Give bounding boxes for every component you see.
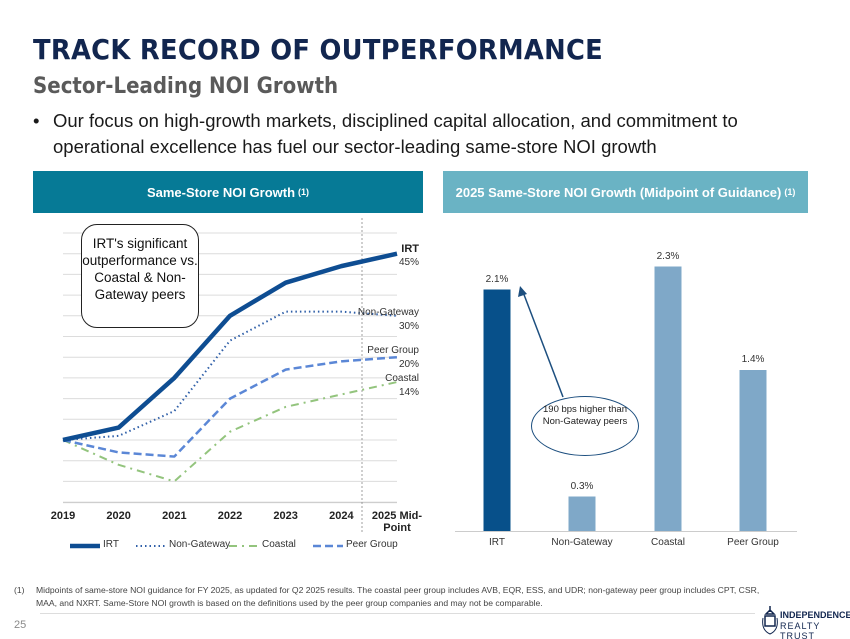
bar-data-label: 0.3% bbox=[570, 480, 594, 492]
series-end-value: 20% bbox=[398, 359, 419, 370]
legend-item: Coastal bbox=[262, 539, 296, 550]
footnote-ref: (1) bbox=[784, 187, 796, 197]
bar-chart-header: 2025 Same-Store NOI Growth (Midpoint of … bbox=[443, 171, 808, 213]
series-end-name: IRT bbox=[401, 243, 419, 255]
bar-data-label: 1.4% bbox=[741, 354, 765, 365]
page-number: 25 bbox=[14, 619, 27, 631]
line-chart-annotation: IRT's significant outperformance vs. Coa… bbox=[81, 224, 199, 328]
series-end-value: 30% bbox=[398, 321, 419, 332]
annotation-arrow bbox=[522, 291, 564, 398]
x-tick-text: 2020 bbox=[106, 510, 131, 522]
x-tick-text: 2021 bbox=[162, 510, 187, 522]
divider bbox=[40, 613, 755, 614]
x-tick-text: 2023 bbox=[273, 510, 298, 522]
bullet-text: Our focus on high-growth markets, discip… bbox=[53, 110, 738, 157]
logo-line2: REALTY TRUST bbox=[780, 621, 821, 639]
series-end-value: 45% bbox=[398, 257, 419, 268]
bar-data-label: 2.3% bbox=[656, 250, 680, 262]
x-tick-label: 2023 bbox=[273, 510, 297, 522]
line-chart-header: Same-Store NOI Growth (1) bbox=[33, 171, 423, 213]
footnote-marker: (1) bbox=[14, 585, 25, 595]
page-subtitle: Sector-Leading NOI Growth bbox=[33, 74, 339, 99]
bullet-icon: • bbox=[33, 110, 40, 131]
line-chart-title: Same-Store NOI Growth bbox=[146, 184, 296, 200]
series-end-value: 14% bbox=[398, 387, 419, 398]
x-tick-label: 2020 bbox=[106, 510, 130, 522]
x-tick-text: 2024 bbox=[329, 510, 354, 522]
arrowhead-icon bbox=[518, 286, 527, 297]
x-tick-label: 2021 bbox=[162, 510, 186, 522]
x-tick-label: 2022 bbox=[218, 510, 242, 522]
bar-chart-title: 2025 Same-Store NOI Growth (Midpoint of … bbox=[455, 184, 782, 200]
bar-irt bbox=[483, 289, 511, 531]
series-end-name: Coastal bbox=[385, 373, 419, 384]
bar-category-label: Non-Gateway bbox=[551, 537, 613, 548]
x-tick-label: 2019 bbox=[51, 510, 75, 522]
series-line-peer-group bbox=[62, 355, 398, 458]
series-line-non-gateway bbox=[62, 310, 398, 441]
series-end-name: Peer Group bbox=[367, 345, 419, 356]
bar-data-label: 2.1% bbox=[485, 273, 509, 285]
bar-category-label: Coastal bbox=[651, 537, 685, 548]
series-end-name: Non-Gateway bbox=[357, 307, 419, 318]
series-line-irt bbox=[62, 251, 398, 443]
legend-item: IRT bbox=[103, 539, 119, 550]
x-tick-text: Point bbox=[383, 522, 411, 534]
legend-item: Non-Gateway bbox=[169, 539, 231, 550]
bar-category-label: IRT bbox=[489, 537, 505, 548]
x-tick-text: 2025 Mid- bbox=[371, 510, 423, 522]
logo-line1: INDEPENDENCE bbox=[780, 610, 850, 620]
logo-icon bbox=[762, 606, 778, 635]
logo: INDEPENDENCE REALTY TRUST bbox=[760, 602, 850, 639]
footnote-ref: (1) bbox=[298, 187, 310, 197]
footnote-text: Midpoints of same-store NOI guidance for… bbox=[36, 585, 760, 608]
bar-category-label: Peer Group bbox=[727, 537, 779, 548]
bar-chart-annotation: 190 bps higher than Non-Gateway peers bbox=[531, 396, 639, 456]
bar-coastal bbox=[654, 266, 682, 531]
series-line-coastal bbox=[62, 381, 398, 483]
x-tick-text: 2019 bbox=[50, 510, 76, 522]
bar-peer-group bbox=[739, 370, 767, 531]
x-tick-label: 2025 Mid- Point bbox=[372, 510, 422, 534]
x-tick-text: 2022 bbox=[217, 510, 243, 522]
legend-item: Peer Group bbox=[346, 539, 398, 550]
page-title: TRACK RECORD OF OUTPERFORMANCE bbox=[33, 33, 604, 66]
bar-non-gateway bbox=[568, 496, 596, 531]
x-tick-label: 2024 bbox=[329, 510, 353, 522]
